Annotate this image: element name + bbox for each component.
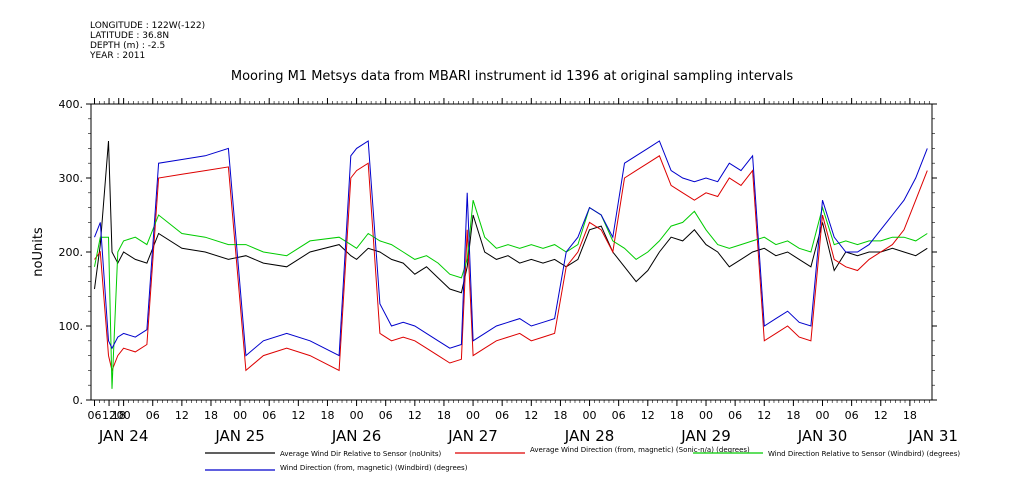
y-tick-label: 0.	[73, 394, 84, 407]
x-day-label: JAN 24	[98, 427, 149, 445]
x-day-label: JAN 28	[564, 427, 615, 445]
x-tick-label: 00	[117, 409, 131, 422]
x-tick-label: 06	[612, 409, 626, 422]
x-tick-label: 18	[204, 409, 218, 422]
x-tick-label: 18	[320, 409, 334, 422]
legend-label: Wind Direction (from, magnetic) (Windbir…	[280, 464, 468, 472]
y-tick-label: 400.	[59, 98, 84, 111]
x-tick-label: 12	[641, 409, 655, 422]
series-line-1	[94, 140, 928, 294]
series-line-2	[94, 155, 928, 373]
legend-label: Average Wind Direction (from, magnetic) …	[530, 446, 750, 454]
x-tick-label: 18	[903, 409, 917, 422]
x-tick-label: 06	[845, 409, 859, 422]
x-tick-label: 18	[786, 409, 800, 422]
x-tick-label: 12	[524, 409, 538, 422]
x-tick-label: 06	[495, 409, 509, 422]
x-day-label: JAN 30	[797, 427, 848, 445]
x-tick-label: 18	[670, 409, 684, 422]
legend-label: Average Wind Dir Relative to Sensor (noU…	[280, 450, 441, 458]
y-axis-label: noUnits	[31, 227, 46, 277]
x-tick-label: 00	[699, 409, 713, 422]
x-tick-label: 00	[816, 409, 830, 422]
x-tick-label: 00	[583, 409, 597, 422]
x-day-label: JAN 31	[907, 427, 958, 445]
x-day-label: JAN 25	[214, 427, 265, 445]
x-day-label: JAN 27	[447, 427, 498, 445]
x-tick-label: 12	[291, 409, 305, 422]
latitude-label: LATITUDE : 36.8N	[90, 31, 170, 41]
legend: Average Wind Dir Relative to Sensor (noU…	[205, 446, 960, 472]
year-label: YEAR : 2011	[90, 51, 146, 61]
metadata-block: LONGITUDE : 122W(-122) LATITUDE : 36.8N …	[90, 21, 205, 61]
depth-label: DEPTH (m) : -2.5	[90, 41, 166, 51]
x-tick-label: 18	[112, 409, 126, 422]
series-line-3	[94, 200, 928, 389]
plot-border	[90, 103, 933, 401]
x-tick-label: 00	[233, 409, 247, 422]
plot-frame	[90, 101, 933, 403]
x-day-label: JAN 26	[331, 427, 382, 445]
x-day-label: JAN 29	[680, 427, 731, 445]
x-tick-label: 06	[146, 409, 160, 422]
x-tick-label: 06	[262, 409, 276, 422]
legend-label: Wind Direction Relative to Sensor (Windb…	[768, 450, 960, 458]
x-tick-label: 12	[874, 409, 888, 422]
series-line-4	[94, 140, 928, 357]
x-tick-label: 12	[408, 409, 422, 422]
x-tick-label: 06	[728, 409, 742, 422]
x-tick-label: 18	[553, 409, 567, 422]
y-tick-label: 200.	[59, 246, 84, 259]
x-tick-label: 12	[757, 409, 771, 422]
x-tick-label: 00	[350, 409, 364, 422]
x-tick-label: 06	[87, 409, 101, 422]
y-tick-label: 300.	[59, 172, 84, 185]
longitude-label: LONGITUDE : 122W(-122)	[90, 21, 206, 31]
x-tick-label: 12	[175, 409, 189, 422]
y-tick-label: 100.	[59, 320, 84, 333]
series-lines	[94, 140, 928, 389]
x-tick-label: 12	[102, 409, 116, 422]
chart-title: Mooring M1 Metsys data from MBARI instru…	[231, 69, 793, 84]
x-tick-label: 00	[466, 409, 480, 422]
y-axis: 0. 100. 200. 300. 400.	[59, 98, 937, 407]
x-tick-label: 18	[437, 409, 451, 422]
x-tick-label: 06	[379, 409, 393, 422]
